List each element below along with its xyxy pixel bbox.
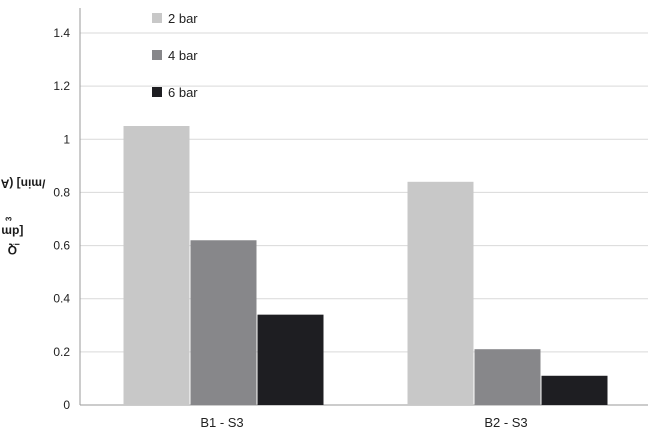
legend-label: 2 bar bbox=[168, 11, 198, 26]
bar-4-bar-2 bbox=[474, 349, 541, 405]
x-category-label: B1 - S3 bbox=[200, 415, 243, 430]
legend-swatch bbox=[152, 87, 162, 97]
y-tick-label: 0 bbox=[63, 398, 70, 412]
bar-2-bar-2 bbox=[407, 181, 474, 405]
bar-6-bar-1 bbox=[257, 314, 324, 405]
legend-label: 4 bar bbox=[168, 48, 198, 63]
y-tick-label: 1.2 bbox=[53, 79, 70, 93]
y-tick-label: 0.6 bbox=[53, 239, 70, 253]
bar-2-bar-1 bbox=[123, 126, 190, 405]
bar-6-bar-2 bbox=[541, 375, 608, 405]
y-tick-label: 1.4 bbox=[53, 26, 70, 40]
legend-swatch bbox=[152, 50, 162, 60]
x-category-label: B2 - S3 bbox=[484, 415, 527, 430]
y-tick-label: 1 bbox=[63, 132, 70, 146]
y-tick-label: 0.8 bbox=[53, 185, 70, 199]
legend-swatch bbox=[152, 13, 162, 23]
y-tick-label: 0.4 bbox=[53, 292, 70, 306]
legend-label: 6 bar bbox=[168, 85, 198, 100]
bar-4-bar-1 bbox=[190, 240, 257, 405]
y-tick-label: 0.2 bbox=[53, 345, 70, 359]
